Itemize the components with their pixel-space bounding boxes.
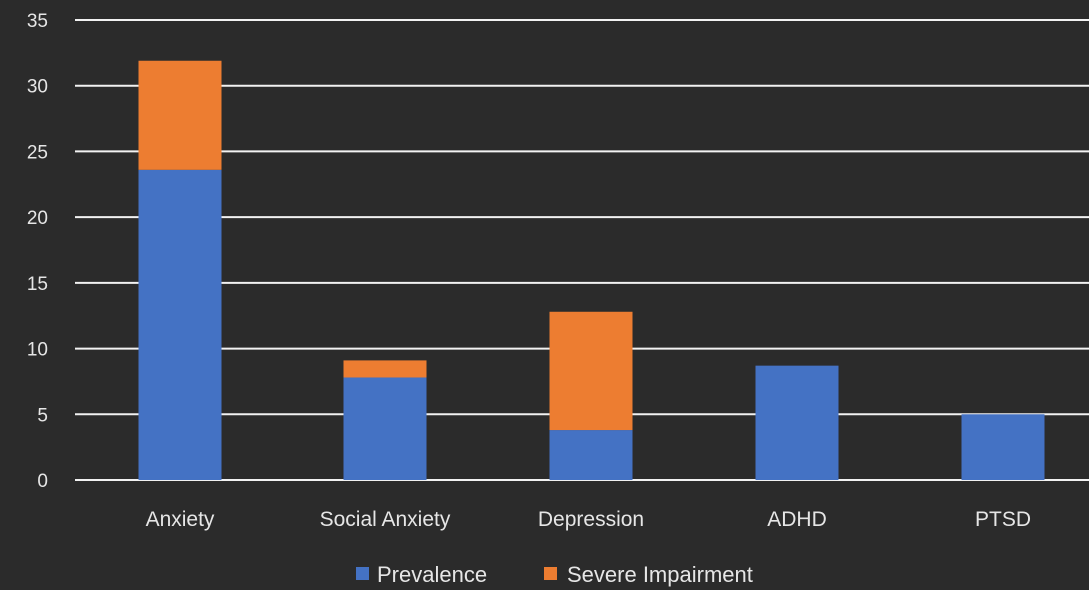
y-tick-label: 20 xyxy=(27,208,48,229)
x-axis-labels: Anxiety Social Anxiety Depression ADHD PTSD xyxy=(146,508,1031,531)
legend-label-prevalence: Prevalence xyxy=(377,562,487,587)
bar-prevalence-social-anxiety xyxy=(343,377,427,480)
legend-swatch-prevalence xyxy=(356,567,369,580)
bar-severe-impairment-anxiety xyxy=(138,60,222,170)
bar-prevalence-anxiety xyxy=(138,169,222,481)
y-tick-label: 0 xyxy=(37,471,48,492)
x-category-label: Anxiety xyxy=(146,508,215,531)
x-category-label: Depression xyxy=(538,508,644,531)
y-tick-label: 5 xyxy=(37,405,48,426)
x-category-label: PTSD xyxy=(975,508,1031,531)
bar-severe-impairment-depression xyxy=(549,311,633,431)
legend: Prevalence Severe Impairment xyxy=(356,562,753,587)
y-tick-label: 25 xyxy=(27,142,48,163)
y-tick-label: 15 xyxy=(27,274,48,295)
y-tick-label: 30 xyxy=(27,77,48,98)
bar-severe-impairment-social-anxiety xyxy=(343,360,427,378)
y-axis-ticks: 0 5 10 15 20 25 30 35 xyxy=(27,11,48,492)
y-tick-label: 35 xyxy=(27,11,48,32)
bar-prevalence-depression xyxy=(549,430,633,480)
legend-label-severe-impairment: Severe Impairment xyxy=(567,562,753,587)
legend-swatch-severe-impairment xyxy=(544,567,557,580)
bars xyxy=(138,60,1045,481)
x-category-label: Social Anxiety xyxy=(320,508,451,531)
y-tick-label: 10 xyxy=(27,340,48,361)
x-category-label: ADHD xyxy=(767,508,827,531)
bar-prevalence-ptsd xyxy=(961,414,1045,480)
bar-prevalence-adhd xyxy=(755,365,839,480)
